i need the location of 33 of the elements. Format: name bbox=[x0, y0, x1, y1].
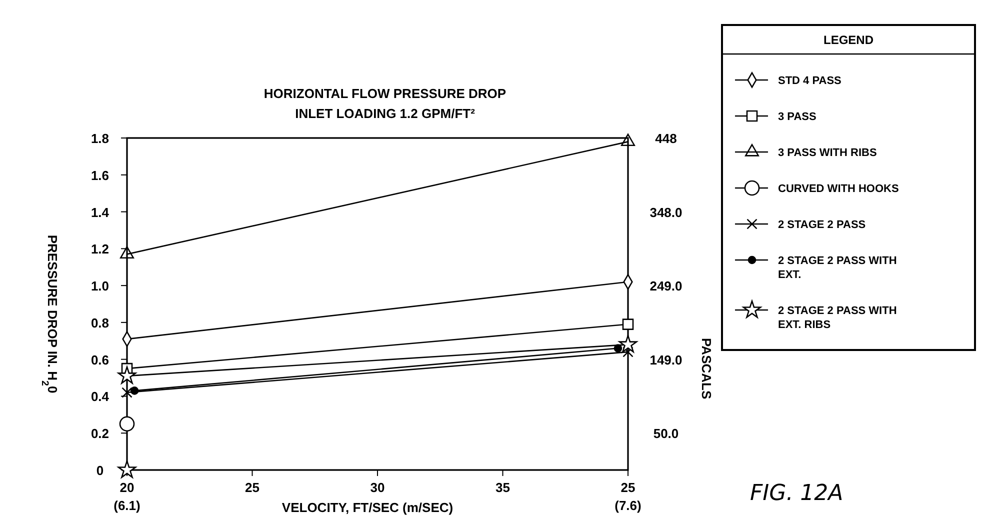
x-tick-label: 30 bbox=[370, 480, 385, 495]
y-tick-label: 1.8 bbox=[90, 131, 110, 146]
x-tick-label: 20 (6.1) bbox=[114, 480, 140, 513]
legend-label: 3 PASS bbox=[778, 111, 816, 123]
y-tick-label: 1.0 bbox=[90, 278, 110, 294]
y-tick-label: 1.4 bbox=[90, 204, 110, 220]
y2-tick-label: 149.0 bbox=[650, 352, 682, 368]
x-tick-label: 25 (7.6) bbox=[614, 480, 642, 513]
y-tick-label: 0 bbox=[96, 463, 104, 478]
y2-tick-label: 249.0 bbox=[650, 278, 682, 294]
caption: FIG. 12A bbox=[750, 481, 844, 506]
x-tick-label: 35 bbox=[496, 480, 510, 495]
y-tick-label: 0.8 bbox=[90, 315, 110, 330]
y-tick-label: 0.6 bbox=[90, 352, 110, 368]
legend-label: 2 STAGE 2 PASS bbox=[778, 219, 866, 231]
chart-title: HORIZONTAL FLOW PRESSURE DROP bbox=[264, 86, 506, 101]
y-tick-label: 0.4 bbox=[90, 389, 110, 404]
legend-label: STD 4 PASS bbox=[778, 75, 842, 87]
legend-title: LEGEND bbox=[823, 33, 874, 47]
legend-label: 2 STAGE 2 PASS WITH EXT. bbox=[778, 255, 897, 281]
y-tick-label: 1.6 bbox=[90, 168, 110, 183]
y-tick-label: 1.2 bbox=[90, 242, 110, 257]
y2-tick-label: 348.0 bbox=[650, 205, 682, 220]
legend-label: 3 PASS WITH RIBS bbox=[778, 147, 877, 159]
y2-tick-label: 50.0 bbox=[653, 426, 679, 441]
x-tick-label: 25 bbox=[245, 480, 260, 495]
y-tick-label: 0.2 bbox=[90, 426, 110, 442]
y2-tick-label: 448 bbox=[655, 131, 677, 146]
legend-label: CURVED WITH HOOKS bbox=[778, 183, 899, 195]
x-axis-title: VELOCITY, FT/SEC (m/SEC) bbox=[282, 500, 454, 515]
y2-axis-title: PASCALS bbox=[699, 338, 714, 400]
legend-label: 2 STAGE 2 PASS WITH EXT. RIBS bbox=[778, 305, 897, 331]
chart-subtitle: INLET LOADING 1.2 GPM/FT² bbox=[295, 106, 476, 121]
